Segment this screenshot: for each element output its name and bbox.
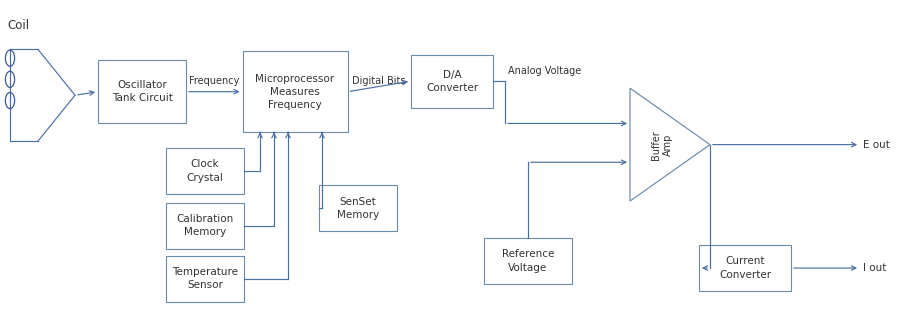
FancyBboxPatch shape <box>98 60 186 124</box>
Text: E out: E out <box>863 140 890 150</box>
Text: Temperature
Sensor: Temperature Sensor <box>172 267 238 290</box>
FancyBboxPatch shape <box>484 238 572 284</box>
FancyBboxPatch shape <box>166 148 244 194</box>
FancyBboxPatch shape <box>166 256 244 302</box>
Text: Clock
Crystal: Clock Crystal <box>186 160 223 183</box>
FancyBboxPatch shape <box>242 51 347 132</box>
Text: Calibration
Memory: Calibration Memory <box>176 214 234 237</box>
Text: Buffer
Amp: Buffer Amp <box>651 130 673 160</box>
Text: SenSet
Memory: SenSet Memory <box>337 196 379 220</box>
Text: Coil: Coil <box>7 19 29 32</box>
Text: Oscillator
Tank Circuit: Oscillator Tank Circuit <box>112 80 173 103</box>
FancyBboxPatch shape <box>319 185 397 231</box>
Text: Microprocessor
Measures
Frequency: Microprocessor Measures Frequency <box>256 74 335 110</box>
Text: Digital Bits: Digital Bits <box>353 76 406 86</box>
FancyBboxPatch shape <box>166 203 244 249</box>
Text: Current
Converter: Current Converter <box>719 256 771 280</box>
Text: Analog Voltage: Analog Voltage <box>508 66 581 76</box>
Text: D/A
Converter: D/A Converter <box>426 70 478 93</box>
Text: Frequency: Frequency <box>189 76 239 86</box>
FancyBboxPatch shape <box>411 55 493 108</box>
FancyBboxPatch shape <box>699 245 791 291</box>
Text: I out: I out <box>863 263 886 273</box>
Text: Reference
Voltage: Reference Voltage <box>502 249 554 273</box>
